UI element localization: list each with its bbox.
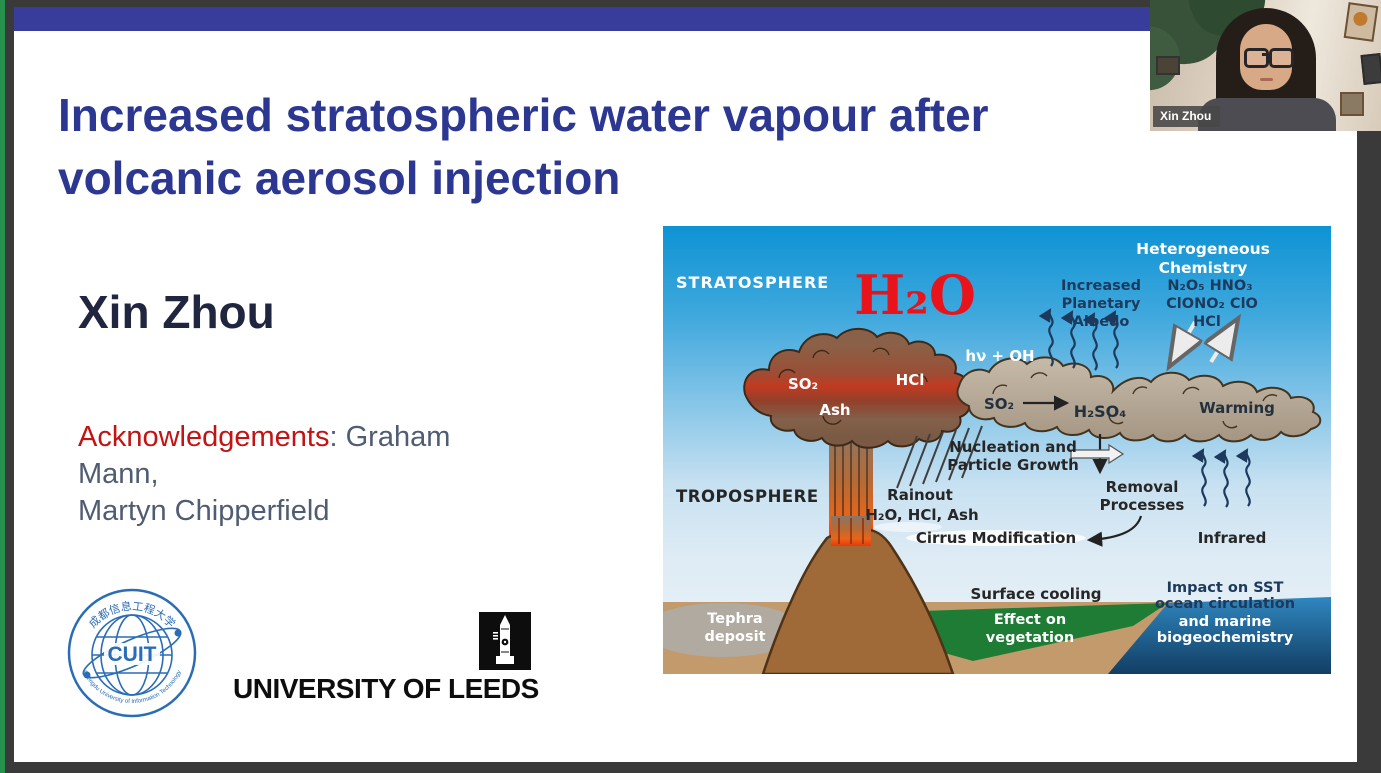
impact-line1: Impact on SST [1167, 580, 1284, 596]
leeds-tower-svg [493, 615, 514, 664]
volcano [761, 430, 955, 674]
stratosphere-label: STRATOSPHERE [676, 273, 829, 292]
surface-cooling-label: Surface cooling [970, 585, 1101, 603]
h2o-label: H₂O [854, 263, 976, 327]
wall-picture-frame [1343, 2, 1379, 42]
slide-title-line1: Increased stratospheric water vapour aft… [58, 89, 989, 141]
ack-line2: Mann, [78, 458, 159, 490]
volcanic-aerosol-diagram: STRATOSPHERE H₂O Heterogeneous Chemistry… [663, 226, 1331, 674]
tephra-line1: Tephra [707, 611, 762, 627]
albedo-line2: Planetary [1062, 296, 1141, 312]
tephra-deposit-area [663, 603, 803, 657]
acknowledgements-block: Acknowledgements: Graham Mann, Martyn Ch… [78, 419, 450, 530]
shared-slide: Increased stratospheric water vapour aft… [14, 7, 1357, 762]
slide-top-accent-bar [14, 7, 1357, 31]
hv-oh-label: hν + OH [965, 347, 1034, 365]
cuit-abbr: CUIT [108, 643, 157, 666]
impact-line3: and marine [1179, 614, 1272, 630]
cirrus-cloud-streaks [874, 522, 1086, 546]
ocean-area [1108, 597, 1331, 674]
nucleation-line2: Particle Growth [947, 456, 1079, 474]
nucleation-hollow-arrow [1070, 443, 1125, 465]
rainout-line1: Rainout [887, 486, 953, 504]
h2so4-label: H₂SO₄ [1074, 402, 1127, 421]
aerosol-curls [992, 372, 1278, 429]
warming-label: Warming [1199, 399, 1275, 417]
ack-line1: Acknowledgements: Graham [78, 419, 450, 456]
diagram-labels: STRATOSPHERE H₂O Heterogeneous Chemistry… [676, 240, 1295, 646]
webcam-video-tile[interactable]: Xin Zhou [1150, 0, 1381, 131]
cuit-logo-svg: CUIT 成都信息工程大学 Chengdu University of Info… [67, 588, 197, 718]
leeds-logo-text: UNIVERSITY OF LEEDS [233, 673, 539, 704]
plume-ash-label: Ash [819, 401, 850, 419]
het-chem-line2: Chemistry [1159, 259, 1248, 277]
ack-line3: Martyn Chipperfield [78, 495, 330, 527]
slide-title-line2: volcanic aerosol injection [58, 152, 621, 204]
troposphere-label: TROPOSPHERE [676, 487, 819, 506]
presenter-shoulders [1198, 98, 1336, 131]
glasses-left-lens [1244, 48, 1269, 68]
chem-row2: ClONO₂ ClO [1166, 296, 1258, 312]
glasses-right-lens [1269, 48, 1294, 68]
albedo-line1: Increased [1061, 278, 1141, 294]
tephra-line2: deposit [704, 629, 765, 645]
nucleation-line1: Nucleation and [949, 438, 1077, 456]
plume-curls [778, 347, 928, 425]
chem-row1: N₂O₅ HNO₃ [1167, 278, 1252, 294]
vegetation-line1: Effect on [994, 612, 1066, 628]
presenter-name: Xin Zhou [78, 286, 275, 338]
removal-to-cirrus-arrow [1086, 515, 1143, 547]
ack-label: Acknowledgements [78, 421, 330, 453]
leeds-tower-mark [479, 612, 531, 670]
vegetation-area [891, 603, 1168, 661]
vent-streaks [838, 518, 864, 544]
slide-title: Increased stratospheric water vapour aft… [58, 84, 1158, 210]
sky-background [663, 226, 1331, 674]
hetchem-down-arrow [1173, 320, 1195, 360]
wall-picture-frame [1340, 92, 1364, 116]
cloud-so2-label: SO₂ [984, 395, 1014, 413]
impact-line2: ocean circulation [1155, 596, 1295, 612]
participant-name-badge: Xin Zhou [1153, 106, 1221, 127]
hetchem-up-arrow [1211, 325, 1234, 362]
rainout-hatching [896, 425, 983, 489]
vegetation-line2: vegetation [986, 630, 1074, 646]
diagram-svg: STRATOSPHERE H₂O Heterogeneous Chemistry… [663, 226, 1331, 674]
frame-art [1352, 10, 1369, 27]
removal-line2: Processes [1100, 496, 1185, 514]
cuit-logo: CUIT 成都信息工程大学 Chengdu University of Info… [66, 587, 198, 719]
plume-so2-label: SO₂ [788, 375, 818, 393]
infrared-label: Infrared [1198, 529, 1267, 547]
removal-line1: Removal [1106, 478, 1179, 496]
glasses [1244, 48, 1294, 68]
impact-line4: biogeochemistry [1157, 630, 1294, 646]
plume-hcl-label: HCl [896, 371, 925, 389]
leeds-logo: UNIVERSITY OF LEEDS [233, 607, 553, 707]
aerosol-cloud [956, 356, 1322, 443]
presenter-mouth [1260, 78, 1273, 81]
albedo-line3: Albedo [1073, 314, 1130, 330]
wall-picture-frame [1156, 56, 1180, 75]
ack-after-label: : Graham [329, 421, 451, 453]
wall-picture-frame [1360, 53, 1381, 85]
chem-row3: HCl [1193, 314, 1221, 330]
het-chem-line1: Heterogeneous [1136, 240, 1270, 258]
rainout-line2: H₂O, HCl, Ash [865, 506, 978, 524]
cirrus-label: Cirrus Modification [916, 529, 1076, 547]
glasses-bridge [1262, 53, 1270, 56]
process-arrows [1023, 320, 1234, 547]
screen-share-border [0, 0, 5, 773]
